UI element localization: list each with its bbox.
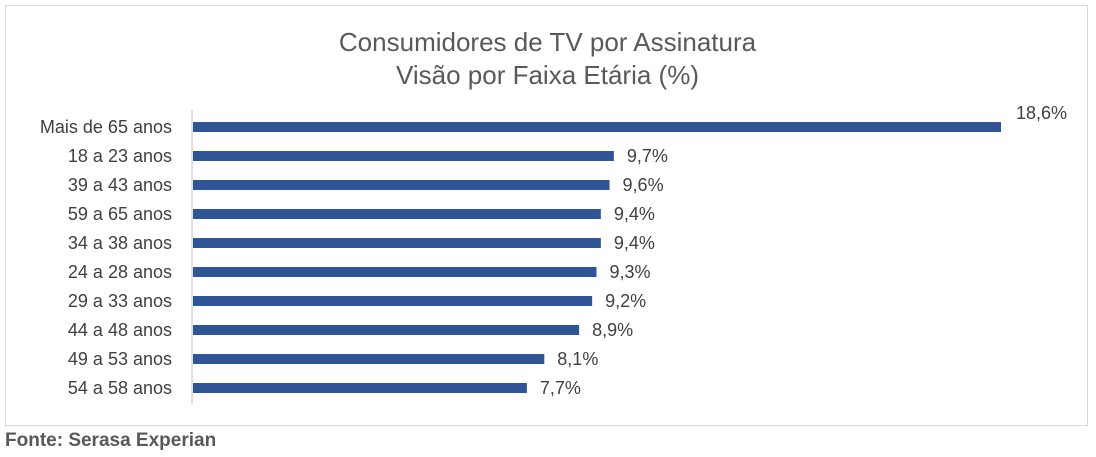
category-label: 34 a 38 anos — [68, 233, 172, 253]
bar — [193, 122, 1001, 132]
value-label: 18,6% — [1016, 103, 1067, 123]
bar — [193, 325, 580, 335]
category-label: 59 a 65 anos — [68, 204, 172, 224]
category-label: 24 a 28 anos — [68, 262, 172, 282]
bar — [193, 354, 545, 364]
value-label: 9,7% — [627, 146, 668, 166]
value-label: 7,7% — [540, 378, 581, 398]
category-label: 49 a 53 anos — [68, 349, 172, 369]
value-label: 9,3% — [610, 262, 651, 282]
bar — [193, 238, 601, 248]
bar — [193, 383, 527, 393]
category-label: 29 a 33 anos — [68, 291, 172, 311]
bar — [193, 296, 593, 306]
category-label: 18 a 23 anos — [68, 146, 172, 166]
category-label: Mais de 65 anos — [40, 117, 172, 137]
value-label: 9,2% — [605, 291, 646, 311]
value-label: 9,4% — [614, 233, 655, 253]
bar — [193, 267, 597, 277]
value-label: 9,4% — [614, 204, 655, 224]
chart-title-line: Consumidores de TV por Assinatura — [338, 27, 757, 57]
chart-title: Consumidores de TV por Assinatura Visão … — [6, 26, 1089, 92]
bar — [193, 180, 610, 190]
bar-chart-svg: Mais de 65 anos 18,6% 18 a 23 anos 9,7% 39 a… — [40, 103, 1067, 404]
category-label: 54 a 58 anos — [68, 378, 172, 398]
category-label: 39 a 43 anos — [68, 175, 172, 195]
bar — [193, 151, 614, 161]
category-label: 44 a 48 anos — [68, 320, 172, 340]
value-label: 8,9% — [592, 320, 633, 340]
source-note: Fonte: Serasa Experian — [5, 430, 217, 451]
bar — [193, 209, 601, 219]
value-label: 8,1% — [557, 349, 598, 369]
chart-subtitle-line: Visão por Faixa Etária (%) — [396, 60, 699, 90]
value-label: 9,6% — [623, 175, 664, 195]
